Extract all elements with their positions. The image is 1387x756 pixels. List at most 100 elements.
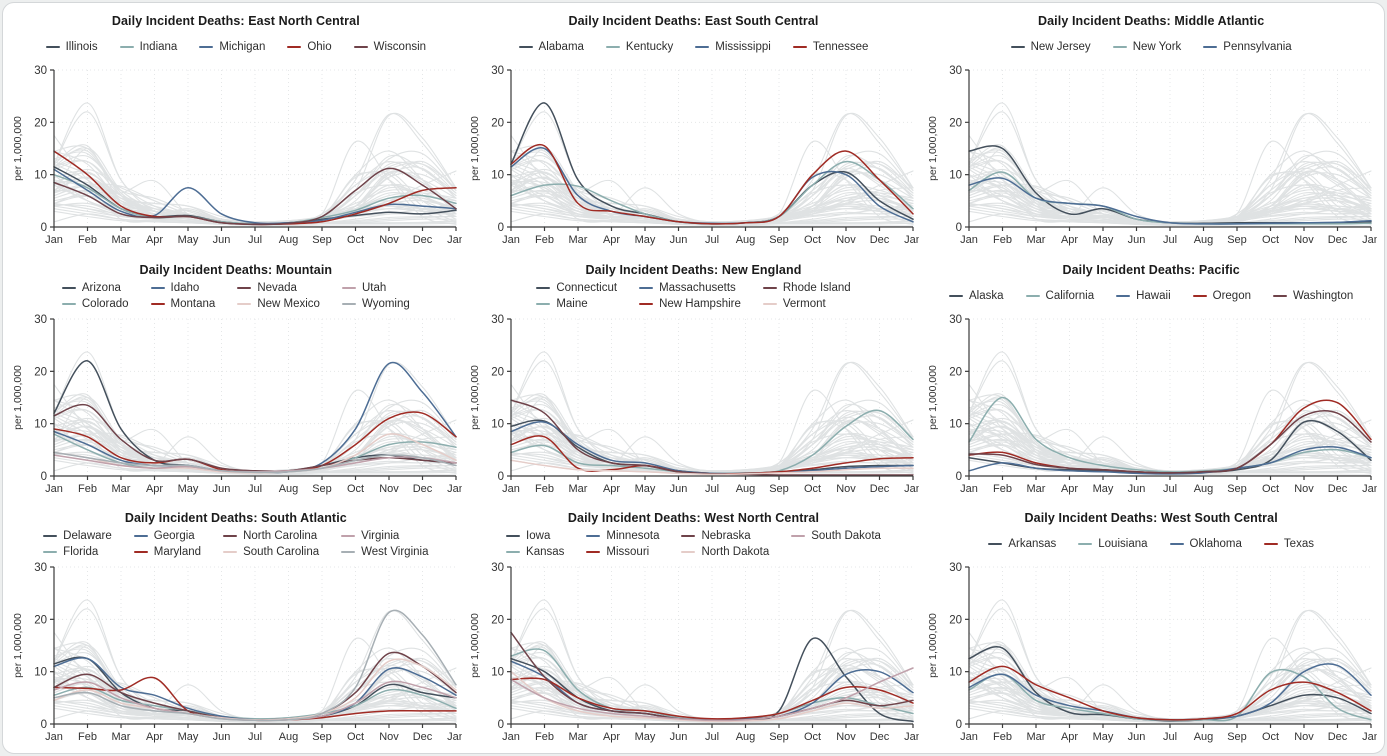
- svg-text:Jun: Jun: [1128, 234, 1146, 246]
- svg-text:Jun: Jun: [212, 234, 230, 246]
- svg-text:0: 0: [498, 222, 504, 234]
- svg-text:Mar: Mar: [111, 483, 130, 495]
- svg-text:20: 20: [492, 117, 505, 129]
- legend-label: New Jersey: [1030, 41, 1091, 53]
- legend-label: Virginia: [361, 530, 400, 543]
- legend-swatch: [536, 302, 551, 305]
- legend-item: North Dakota: [681, 545, 769, 560]
- svg-text:Oct: Oct: [347, 483, 364, 495]
- svg-text:10: 10: [949, 418, 962, 430]
- svg-text:10: 10: [34, 170, 47, 182]
- legend-swatch: [287, 46, 302, 48]
- panel-title: Daily Incident Deaths: East North Centra…: [111, 14, 360, 28]
- legend-label: Vermont: [782, 297, 826, 310]
- svg-text:Mar: Mar: [569, 234, 588, 246]
- legend-label: Rhode Island: [782, 281, 851, 294]
- legend-item: Alabama: [518, 40, 584, 55]
- svg-text:30: 30: [949, 65, 962, 77]
- legend-label: North Dakota: [701, 546, 770, 559]
- legend-swatch: [1272, 294, 1287, 297]
- legend-label: New York: [1132, 41, 1182, 53]
- chart-svg: 0 10 20 30 Jan Feb Mar Apr May Jun Jul Aug Sep Oct Nov…: [927, 65, 1377, 246]
- svg-text:Jan: Jan: [45, 731, 63, 743]
- svg-text:Jul: Jul: [248, 483, 262, 495]
- svg-text:Apr: Apr: [146, 731, 163, 743]
- svg-text:Jan: Jan: [45, 483, 63, 495]
- panel-legend: Connecticut Maine Massachusetts New Hampshi…: [536, 279, 851, 313]
- svg-text:Apr: Apr: [146, 483, 163, 495]
- legend-item: Arizona: [61, 280, 129, 295]
- svg-text:Jan: Jan: [905, 483, 920, 495]
- legend-label: Oklahoma: [1189, 538, 1242, 551]
- svg-text:Aug: Aug: [736, 234, 756, 246]
- legend-swatch: [353, 46, 368, 48]
- legend-item: Wyoming: [341, 296, 410, 311]
- legend-swatch: [237, 286, 252, 289]
- svg-text:10: 10: [492, 667, 505, 679]
- legend-label: Massachusetts: [659, 281, 736, 294]
- svg-text:Aug: Aug: [279, 483, 299, 495]
- svg-text:Apr: Apr: [603, 234, 620, 246]
- legend-label: Oregon: [1212, 289, 1251, 302]
- svg-text:Nov: Nov: [1294, 483, 1314, 495]
- svg-text:Oct: Oct: [347, 731, 364, 743]
- svg-text:Jan: Jan: [447, 731, 462, 743]
- legend-label: Arkansas: [1008, 538, 1057, 551]
- legend-swatch: [341, 286, 356, 289]
- legend-item: Nebraska: [681, 529, 769, 544]
- legend-item: Maryland: [133, 545, 201, 560]
- legend-swatch: [223, 551, 238, 554]
- svg-text:May: May: [635, 234, 656, 246]
- legend-swatch: [681, 551, 696, 554]
- svg-text:May: May: [1093, 483, 1114, 495]
- svg-text:Oct: Oct: [1262, 234, 1279, 246]
- svg-text:Jun: Jun: [670, 234, 688, 246]
- panel-title: Daily Incident Deaths: West South Centra…: [1024, 511, 1278, 526]
- legend-label: Missouri: [606, 546, 650, 559]
- legend-label: Mississippi: [715, 41, 771, 53]
- legend-item: Texas: [1263, 537, 1314, 552]
- panel-legend: Delaware Florida Georgia Maryland North Caro…: [43, 527, 428, 561]
- svg-text:20: 20: [492, 366, 505, 378]
- svg-text:Feb: Feb: [993, 731, 1012, 743]
- svg-text:Feb: Feb: [78, 731, 97, 743]
- svg-text:20: 20: [34, 615, 47, 627]
- svg-text:Dec: Dec: [413, 731, 433, 743]
- svg-text:30: 30: [34, 65, 47, 77]
- y-axis-label: per 1,000,000: [927, 613, 939, 678]
- svg-text:Mar: Mar: [1027, 731, 1046, 743]
- svg-text:10: 10: [492, 418, 505, 430]
- legend-swatch: [43, 535, 58, 538]
- svg-text:Oct: Oct: [804, 731, 821, 743]
- legend-swatch: [988, 543, 1003, 546]
- svg-text:10: 10: [492, 170, 505, 182]
- legend-label: Maine: [556, 297, 588, 310]
- legend-item: Illinois: [45, 40, 98, 55]
- region-panel-mountain: Daily Incident Deaths: Mountain Arizona C…: [7, 254, 465, 503]
- legend-item: Florida: [43, 545, 112, 560]
- legend-item: Hawaii: [1116, 288, 1171, 303]
- legend-item: Utah: [341, 280, 410, 295]
- legend-item: Indiana: [119, 40, 177, 55]
- svg-text:Feb: Feb: [536, 234, 555, 246]
- svg-text:Jul: Jul: [1163, 234, 1177, 246]
- legend-swatch: [61, 286, 76, 289]
- legend-label: Idaho: [170, 281, 200, 294]
- legend-swatch: [341, 551, 356, 554]
- svg-text:Apr: Apr: [1061, 731, 1078, 743]
- svg-text:Jun: Jun: [1128, 483, 1146, 495]
- legend-swatch: [150, 302, 165, 305]
- series-line-missouri: [510, 677, 915, 720]
- svg-text:Nov: Nov: [837, 483, 857, 495]
- region-panel-pacific: Daily Incident Deaths: Pacific Alaska Cal…: [922, 254, 1380, 503]
- svg-text:Mar: Mar: [111, 731, 130, 743]
- legend-swatch: [586, 551, 601, 554]
- region-panel-west-north-central: Daily Incident Deaths: West North Centra…: [465, 502, 923, 751]
- svg-text:Dec: Dec: [413, 483, 433, 495]
- legend-item: Mississippi: [695, 40, 771, 55]
- y-axis-label: per 1,000,000: [469, 116, 481, 181]
- svg-text:Sep: Sep: [312, 234, 332, 246]
- svg-text:20: 20: [492, 615, 505, 627]
- svg-text:Sep: Sep: [1227, 483, 1247, 495]
- legend-item: Georgia: [133, 529, 201, 544]
